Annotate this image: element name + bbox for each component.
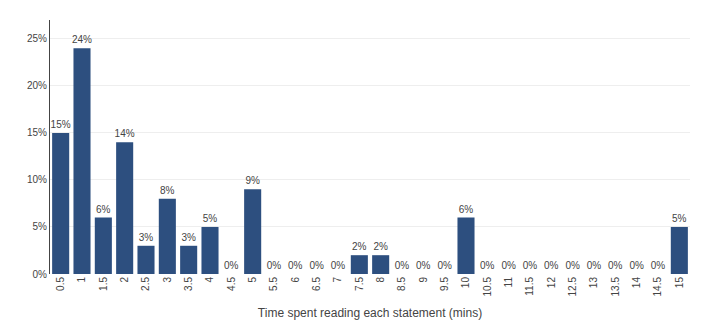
svg-text:0%: 0% <box>309 260 324 271</box>
svg-text:6: 6 <box>290 277 301 283</box>
svg-text:6%: 6% <box>96 204 111 215</box>
svg-text:5: 5 <box>247 277 258 283</box>
svg-text:4.5: 4.5 <box>226 277 237 291</box>
svg-text:8%: 8% <box>160 185 175 196</box>
svg-text:0%: 0% <box>565 260 580 271</box>
svg-text:0%: 0% <box>651 260 666 271</box>
svg-text:11.5: 11.5 <box>524 277 535 296</box>
svg-text:6.5: 6.5 <box>311 277 322 291</box>
svg-text:15%: 15% <box>27 127 47 138</box>
svg-text:9: 9 <box>418 277 429 283</box>
svg-text:3.5: 3.5 <box>183 277 194 291</box>
svg-text:25%: 25% <box>27 33 47 44</box>
svg-text:24%: 24% <box>72 34 92 45</box>
svg-text:0%: 0% <box>587 260 602 271</box>
svg-text:0.5: 0.5 <box>55 277 66 291</box>
svg-text:0%: 0% <box>331 260 346 271</box>
svg-text:12: 12 <box>546 277 557 289</box>
svg-text:20%: 20% <box>27 80 47 91</box>
svg-text:0%: 0% <box>395 260 410 271</box>
svg-text:5%: 5% <box>33 221 48 232</box>
svg-text:0%: 0% <box>416 260 431 271</box>
svg-text:0%: 0% <box>544 260 559 271</box>
svg-text:5%: 5% <box>672 213 687 224</box>
svg-text:3%: 3% <box>181 232 196 243</box>
svg-text:0%: 0% <box>501 260 516 271</box>
svg-text:12.5: 12.5 <box>567 277 578 297</box>
svg-text:2%: 2% <box>352 241 367 252</box>
svg-text:0%: 0% <box>33 269 48 280</box>
svg-text:1.5: 1.5 <box>98 277 109 291</box>
svg-text:13.5: 13.5 <box>610 277 621 297</box>
svg-text:4: 4 <box>204 277 215 283</box>
svg-text:9.5: 9.5 <box>439 277 450 291</box>
svg-text:11: 11 <box>503 277 514 288</box>
svg-text:10.5: 10.5 <box>482 277 493 297</box>
svg-text:1: 1 <box>76 277 87 283</box>
svg-text:0%: 0% <box>480 260 495 271</box>
svg-text:14%: 14% <box>115 128 135 139</box>
svg-text:0%: 0% <box>437 260 452 271</box>
svg-text:8.5: 8.5 <box>396 277 407 291</box>
svg-text:10: 10 <box>460 277 471 289</box>
svg-text:5%: 5% <box>203 213 218 224</box>
svg-text:3%: 3% <box>139 232 154 243</box>
svg-text:10%: 10% <box>27 174 47 185</box>
svg-text:0%: 0% <box>523 260 538 271</box>
svg-text:0%: 0% <box>224 260 239 271</box>
svg-text:14: 14 <box>631 277 642 289</box>
svg-text:0%: 0% <box>629 260 644 271</box>
svg-text:2%: 2% <box>373 241 388 252</box>
svg-text:13: 13 <box>588 277 599 289</box>
svg-text:2.5: 2.5 <box>140 277 151 291</box>
svg-text:15: 15 <box>674 277 685 289</box>
svg-text:5.5: 5.5 <box>268 277 279 291</box>
svg-text:2: 2 <box>119 277 130 283</box>
svg-text:14.5: 14.5 <box>652 277 663 297</box>
svg-text:3: 3 <box>162 277 173 283</box>
svg-text:9%: 9% <box>245 175 260 186</box>
svg-text:7: 7 <box>332 277 343 283</box>
svg-text:15%: 15% <box>51 119 71 130</box>
svg-text:Time spent reading each statem: Time spent reading each statement (mins) <box>258 306 482 320</box>
svg-text:0%: 0% <box>608 260 623 271</box>
svg-text:0%: 0% <box>288 260 303 271</box>
svg-text:0%: 0% <box>267 260 282 271</box>
svg-text:8: 8 <box>375 277 386 283</box>
svg-text:7.5: 7.5 <box>354 277 365 291</box>
svg-text:6%: 6% <box>459 204 474 215</box>
